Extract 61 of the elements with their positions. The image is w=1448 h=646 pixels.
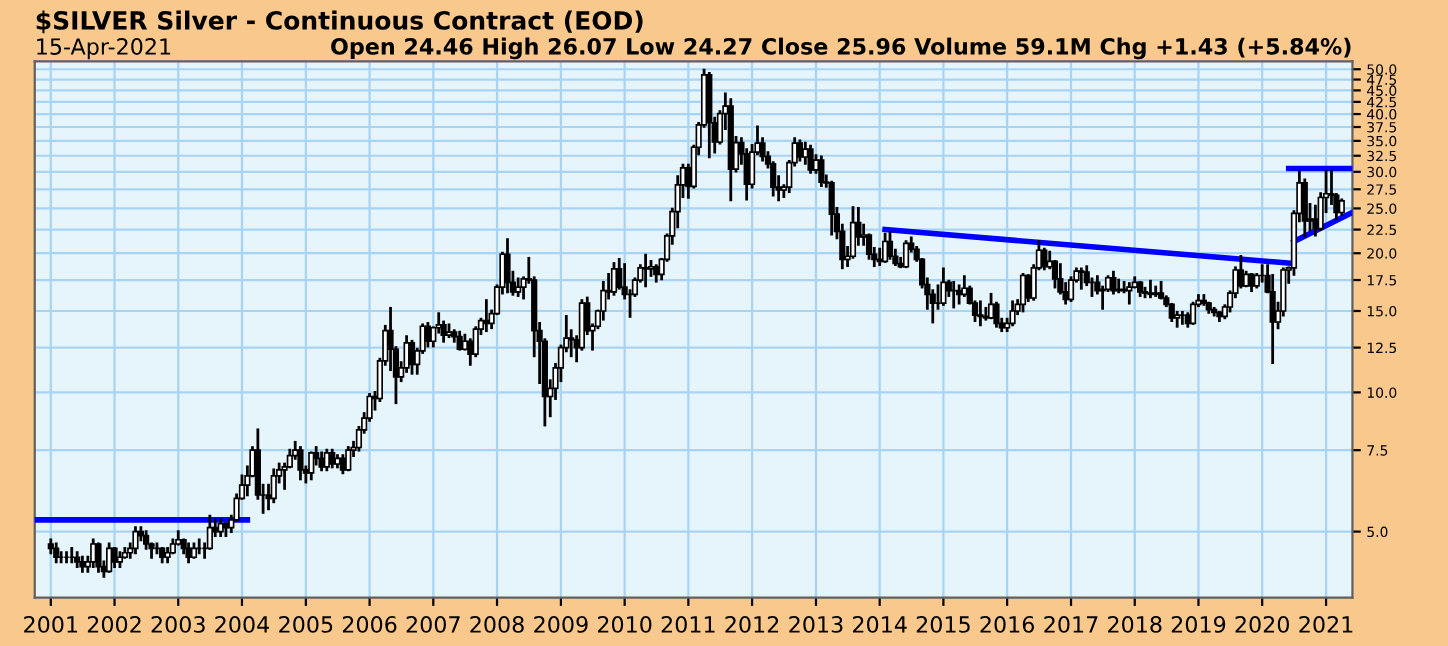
candlestick (961, 275, 968, 297)
candlestick (132, 526, 139, 555)
candlestick (297, 446, 304, 481)
x-tick-label: 2007 (406, 616, 460, 633)
x-tick-label: 2003 (151, 616, 205, 633)
x-tick-label: 2006 (342, 616, 397, 633)
x-tick-label: 2018 (1108, 616, 1162, 633)
candlestick (270, 468, 277, 504)
x-tick-label: 2015 (916, 616, 970, 633)
x-tick-label: 2014 (853, 616, 907, 633)
x-tick-label: 2021 (1299, 616, 1353, 633)
candlestick (504, 238, 511, 294)
candlestick (281, 462, 288, 490)
x-tick-label: 2001 (24, 616, 78, 633)
x-tick-label: 2002 (87, 616, 141, 633)
candlestick (472, 326, 479, 358)
candlestick (1200, 294, 1207, 306)
x-tick-label: 2009 (534, 616, 588, 633)
text: Open 24.46 High 26.07 Low 24.27 Close 25.96 Volume 59.1M Chg +1.43 (+5.84%) (331, 37, 1351, 60)
x-tick-label: 2013 (789, 616, 843, 633)
x-tick-label: 2019 (1171, 616, 1226, 633)
candlestick (1174, 310, 1181, 328)
candlestick (982, 306, 989, 321)
candlestick (483, 299, 490, 333)
candlestick (706, 71, 713, 159)
candlestick (600, 280, 607, 321)
x-tick-label: 2012 (725, 616, 779, 633)
candlestick (993, 301, 1000, 328)
candlestick (1301, 178, 1308, 238)
candlestick (818, 155, 825, 188)
candlestick (1147, 279, 1154, 299)
x-tick-label: 2004 (215, 616, 269, 633)
candlestick (828, 180, 835, 236)
candlestick (886, 230, 894, 260)
candlestick (95, 542, 102, 573)
candlestick (807, 144, 814, 174)
x-tick-label: 2017 (1044, 616, 1098, 633)
x-tick-label: 2010 (597, 616, 652, 633)
candlestick (902, 240, 910, 269)
candlestick (440, 320, 447, 343)
x-tick-label: 2020 (1235, 616, 1289, 633)
candlestick (642, 253, 649, 288)
candlestick (1041, 247, 1048, 271)
candlestick (111, 546, 118, 568)
candlestick (1009, 300, 1016, 327)
candlestick (1110, 270, 1117, 295)
x-tick-label: 2016 (980, 616, 1034, 633)
candlestick (308, 451, 315, 481)
candlestick (1189, 301, 1197, 325)
chart-title: $SILVER Silver - Continuous Contract (EOD) (36, 10, 643, 34)
candlestick (977, 300, 984, 327)
candlestick (1078, 267, 1085, 290)
candlestick (1126, 282, 1133, 305)
chart-subtitle: 15-Apr-2021 (37, 38, 171, 60)
x-tick-label: 2011 (661, 616, 715, 633)
x-tick-label: 2005 (279, 616, 333, 633)
candlestick (345, 446, 352, 472)
candlestick (1152, 285, 1159, 297)
candlestick (796, 139, 804, 162)
x-tick-label: 2008 (470, 616, 524, 633)
candlestick (940, 267, 947, 306)
